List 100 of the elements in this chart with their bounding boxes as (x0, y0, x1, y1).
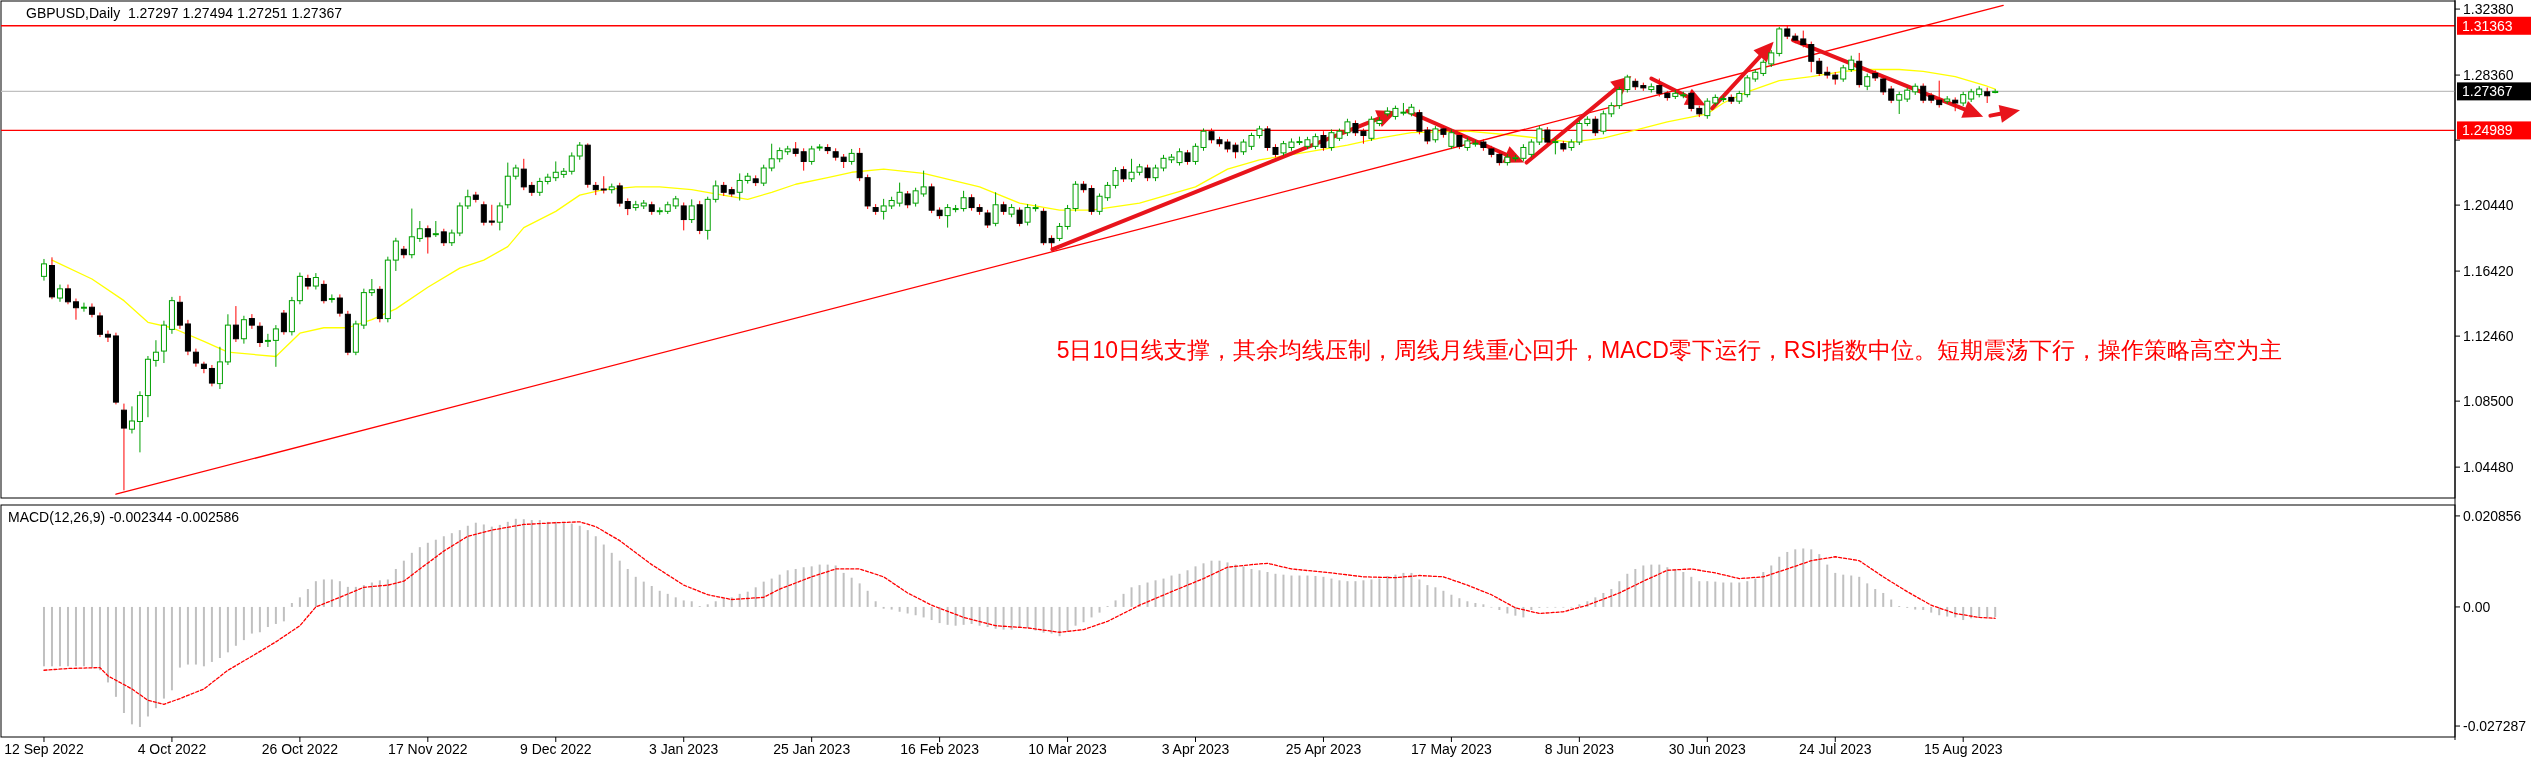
bar (786, 570, 789, 607)
bar (826, 564, 829, 607)
bar (1322, 576, 1325, 607)
bar (1706, 581, 1709, 607)
bar (1866, 583, 1869, 607)
y-tick-label: 0.00 (2463, 598, 2491, 615)
bar (82, 606, 85, 667)
bar (1314, 575, 1317, 607)
bar (986, 606, 989, 628)
y-tick-label: 1.20440 (2463, 197, 2514, 214)
bar (626, 568, 629, 607)
bar (1082, 606, 1085, 623)
bar (98, 606, 101, 671)
bar (594, 536, 597, 607)
bar (370, 582, 373, 607)
bar (1730, 582, 1733, 607)
bar (434, 539, 437, 607)
bar (706, 604, 709, 607)
bar (298, 597, 301, 607)
bar (1226, 562, 1229, 607)
bar (874, 601, 877, 607)
bar (994, 606, 997, 629)
bar (130, 606, 133, 725)
bar (1258, 570, 1261, 607)
bar (306, 589, 309, 607)
bar (1378, 578, 1381, 607)
x-tick-label: 17 Nov 2022 (388, 741, 468, 757)
bar (1242, 566, 1245, 607)
bar (1530, 606, 1533, 610)
bar (1514, 606, 1517, 616)
bar (1386, 575, 1389, 607)
bar (234, 606, 237, 646)
y-tick-label: 1.28360 (2463, 67, 2514, 84)
bar (1098, 606, 1101, 613)
bar (290, 603, 293, 607)
bar (1650, 564, 1653, 607)
bar (162, 606, 165, 699)
bar (778, 574, 781, 607)
y-tick-label: 0.020856 (2463, 507, 2522, 524)
bar (450, 533, 453, 607)
bar (1618, 581, 1621, 607)
bar (1882, 592, 1885, 607)
bar (1482, 604, 1485, 607)
x-tick-label: 8 Jun 2023 (1544, 741, 1615, 757)
bar (562, 522, 565, 607)
bar (1186, 570, 1189, 607)
bar (330, 579, 333, 607)
bar (1234, 564, 1237, 607)
bar (498, 524, 501, 607)
x-tick-label: 25 Apr 2023 (1285, 741, 1362, 757)
bar (850, 577, 853, 607)
bar (314, 581, 317, 607)
bar (1842, 574, 1845, 607)
bar (1930, 606, 1933, 613)
bar (1626, 573, 1629, 607)
bar (426, 542, 429, 607)
bar (122, 606, 125, 713)
x-tick-label: 30 Jun 2023 (1668, 741, 1747, 757)
bar (170, 606, 173, 691)
bar (1698, 581, 1701, 607)
bar (1786, 551, 1789, 607)
bar (1162, 578, 1165, 607)
bar (1074, 606, 1077, 626)
bar (226, 606, 229, 653)
bar (1306, 575, 1309, 607)
bar (634, 576, 637, 607)
bar (482, 524, 485, 607)
x-tick-label: 10 Mar 2023 (1028, 741, 1108, 757)
bar (210, 606, 213, 662)
bar (466, 525, 469, 607)
bar (202, 606, 205, 667)
bar (1642, 565, 1645, 607)
bar (1002, 606, 1005, 630)
bar (106, 606, 109, 683)
bar (1458, 598, 1461, 607)
bar (1282, 574, 1285, 607)
bar (178, 606, 181, 668)
bar (1010, 606, 1013, 630)
y-tick-label: 1.12460 (2463, 328, 2514, 345)
bar (138, 606, 141, 727)
bar (1754, 578, 1757, 607)
bar (834, 565, 837, 607)
bar (1434, 587, 1437, 607)
bar (1138, 585, 1141, 607)
bar (890, 606, 893, 610)
x-tick-label: 25 Jan 2023 (773, 741, 851, 757)
ref-line-label: 1.27367 (2462, 83, 2513, 100)
bar (1202, 563, 1205, 607)
bar (1674, 568, 1677, 607)
bar (1986, 606, 1989, 618)
bar (1026, 606, 1029, 628)
bar (930, 606, 933, 621)
bar (586, 530, 589, 607)
bar (914, 606, 917, 616)
bar (1114, 600, 1117, 607)
bar (394, 568, 397, 607)
bar (354, 586, 357, 607)
y-tick-label: 1.32380 (2463, 1, 2514, 18)
bar (1914, 606, 1917, 610)
bar (218, 606, 221, 659)
